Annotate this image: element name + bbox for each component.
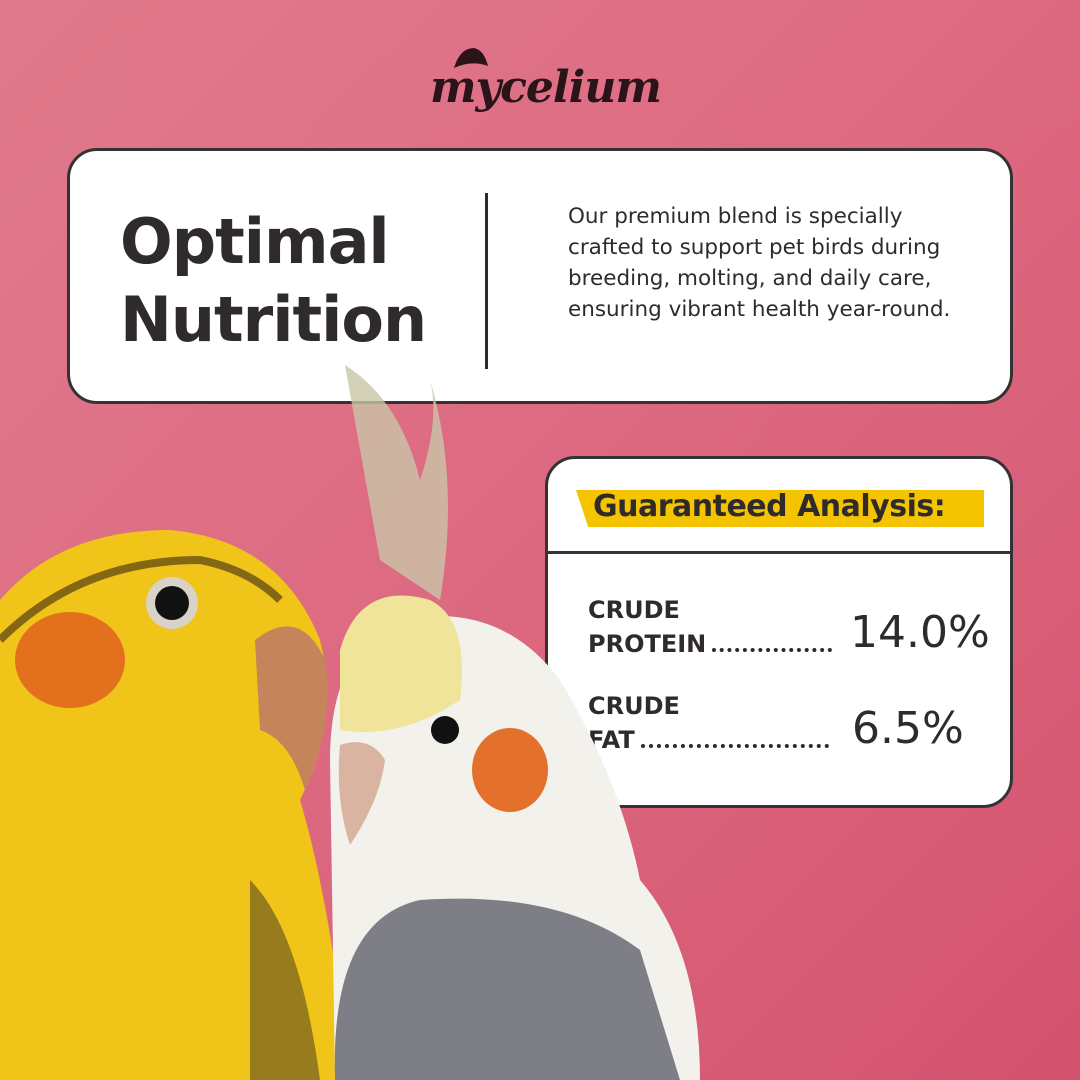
protein-value: 14.0% bbox=[850, 607, 990, 658]
title-line-2: Nutrition bbox=[120, 283, 427, 356]
title-line-1: Optimal bbox=[120, 205, 390, 278]
heading-highlight bbox=[576, 490, 984, 527]
mushroom-cap-icon bbox=[454, 48, 488, 68]
divider bbox=[548, 551, 1010, 554]
leader-dots bbox=[712, 648, 833, 652]
fat-value: 6.5% bbox=[852, 703, 964, 754]
logo-wordmark: mycelium bbox=[430, 62, 662, 113]
yellow-parakeet bbox=[0, 530, 350, 1080]
description: Our premium blend is specially crafted t… bbox=[568, 204, 951, 322]
brand-logo: mycelium bbox=[430, 40, 662, 120]
row-label-line2: PROTEIN bbox=[588, 630, 707, 658]
page-title: Optimal Nutrition bbox=[120, 203, 427, 359]
analysis-card: Guaranteed Analysis: CRUDE PROTEIN 14.0%… bbox=[545, 456, 1013, 808]
leader-dots bbox=[640, 744, 829, 748]
divider bbox=[485, 193, 488, 369]
intro-card: Optimal Nutrition Our premium blend is s… bbox=[67, 148, 1013, 404]
analysis-heading: Guaranteed Analysis: bbox=[593, 489, 946, 524]
row-label-line2: FAT bbox=[588, 726, 635, 754]
